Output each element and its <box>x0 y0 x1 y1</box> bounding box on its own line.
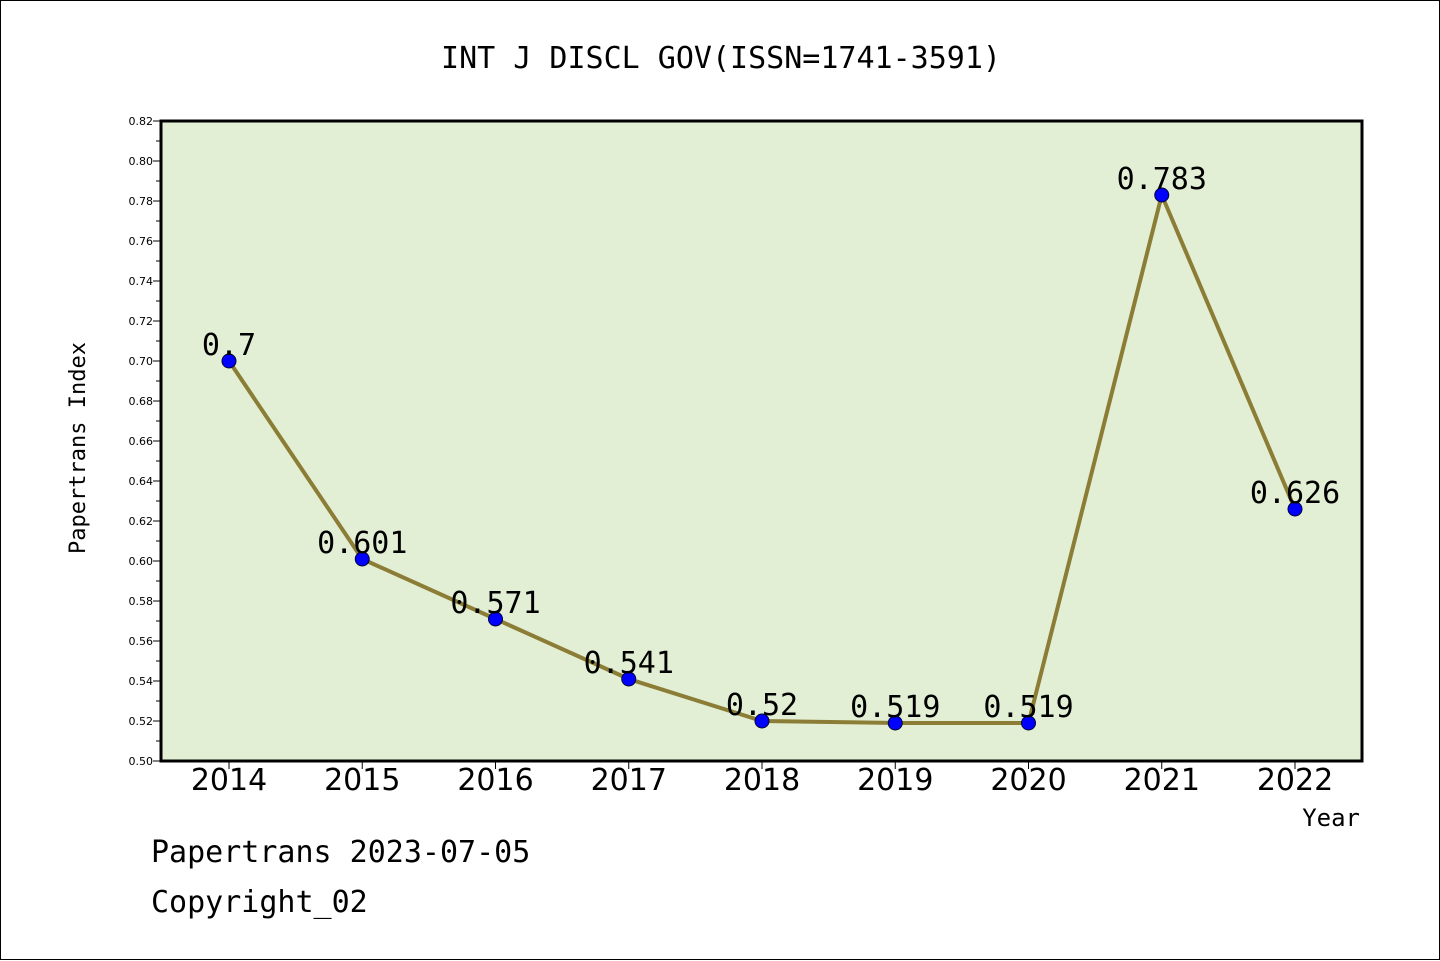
series-group: 0.7 0.601 0.571 0.541 0.52 0.519 0.519 0.783 0.6… <box>202 162 1340 731</box>
data-point <box>621 671 637 687</box>
y-tick-label: 0.56 <box>129 635 154 648</box>
data-point <box>1154 187 1170 203</box>
y-tick-label: 0.54 <box>129 675 154 688</box>
footer-date: Papertrans 2023-07-05 <box>151 835 531 870</box>
y-tick-label: 0.76 <box>129 235 154 248</box>
x-tick-label: 2014 <box>191 763 267 798</box>
plot-area <box>159 119 1364 763</box>
y-tick-label: 0.68 <box>129 395 154 408</box>
data-label: 0.519 <box>983 690 1073 725</box>
data-label: 0.571 <box>450 586 540 621</box>
y-tick-label: 0.78 <box>129 195 154 208</box>
data-label: 0.626 <box>1250 476 1340 511</box>
y-tick-label: 0.80 <box>129 155 154 168</box>
y-tick-label: 0.50 <box>129 755 154 768</box>
data-label: 0.519 <box>850 690 940 725</box>
data-point <box>1021 715 1036 731</box>
y-tick-label: 0.74 <box>129 275 154 288</box>
y-tick-label: 0.58 <box>129 595 154 608</box>
y-tick-label: 0.66 <box>129 435 154 448</box>
data-label: 0.601 <box>317 526 407 561</box>
x-tick-label: 2019 <box>857 763 933 798</box>
x-tick-label: 2017 <box>591 763 667 798</box>
y-tick-label: 0.72 <box>129 315 154 328</box>
x-tick-label: 2018 <box>724 763 800 798</box>
x-tick-label: 2020 <box>990 763 1066 798</box>
data-point <box>754 713 770 729</box>
y-axis-title: Papertrans Index <box>66 342 91 554</box>
data-point <box>488 611 503 627</box>
y-tick-label: 0.52 <box>129 715 154 728</box>
x-tick-label: 2015 <box>324 763 400 798</box>
data-label: 0.52 <box>726 688 798 723</box>
y-tick-label: 0.82 <box>129 115 154 128</box>
x-axis: 2014 2015 2016 2017 2018 2019 2020 2021 2022 <box>191 761 1333 798</box>
data-point <box>1287 501 1303 517</box>
data-point <box>887 715 903 731</box>
x-tick-label: 2021 <box>1124 763 1200 798</box>
data-label: 0.7 <box>202 328 256 363</box>
data-label: 0.783 <box>1117 162 1207 197</box>
x-axis-title: Year <box>1302 804 1360 832</box>
data-point <box>354 551 370 567</box>
y-tick-label: 0.70 <box>129 355 154 368</box>
data-label: 0.541 <box>584 646 674 681</box>
data-point <box>221 353 237 369</box>
x-tick-label: 2016 <box>457 763 533 798</box>
footer-copyright: Copyright_02 <box>151 885 368 920</box>
y-tick-label: 0.60 <box>129 555 154 568</box>
chart-title: INT J DISCL GOV(ISSN=1741-3591) <box>441 41 1001 76</box>
y-axis: 0.50 0.52 0.54 0.56 0.58 0.60 0.62 0.64 0.66 0.68… <box>129 115 161 768</box>
x-tick-label: 2022 <box>1257 763 1333 798</box>
y-tick-label: 0.62 <box>129 515 154 528</box>
y-tick-label: 0.64 <box>129 475 154 488</box>
